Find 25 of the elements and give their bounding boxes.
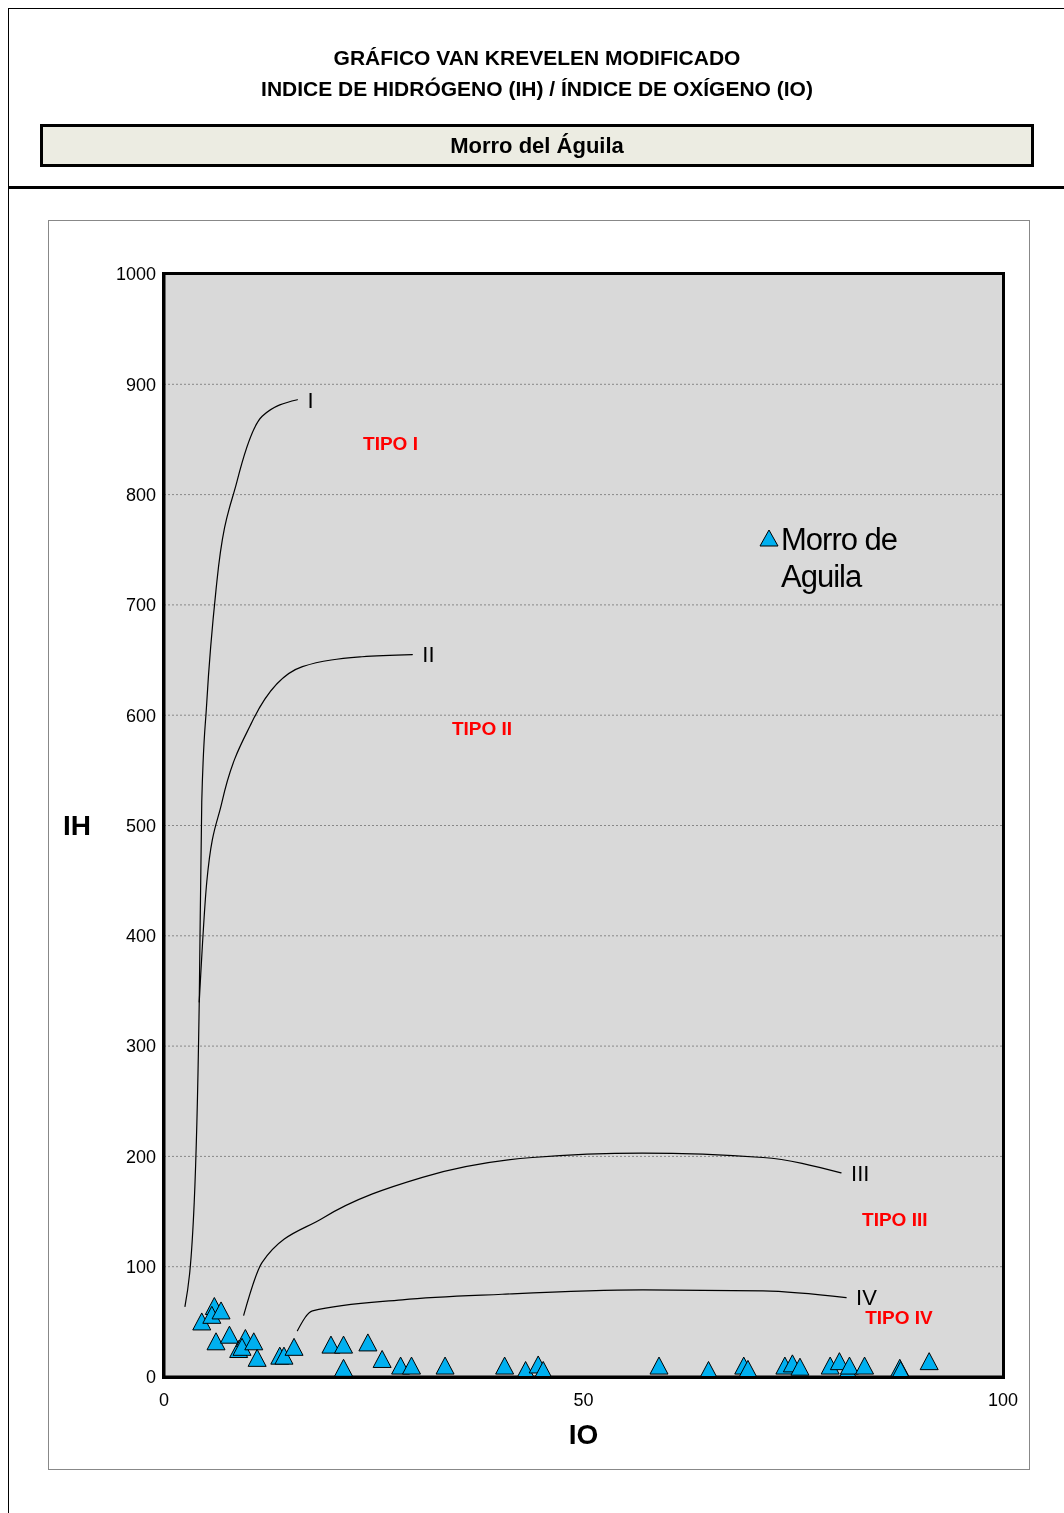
- x-axis-title: IO: [567, 1419, 600, 1451]
- y-tick-label: 300: [125, 1036, 156, 1057]
- series-label: II: [422, 642, 435, 668]
- y-tick-label: 900: [125, 374, 156, 395]
- y-tick-label: 200: [125, 1146, 156, 1167]
- legend-label: Morro de Aguila: [781, 521, 899, 595]
- y-tick-label: 100: [125, 1257, 156, 1278]
- chart-title: GRÁFICO VAN KREVELEN MODIFICADO INDICE DE HIDRÓGENO (IH) / ÍNDICE DE OXÍGENO (IO): [260, 45, 814, 102]
- y-tick-label: 400: [125, 926, 156, 947]
- annotation: TIPO II: [451, 718, 513, 740]
- y-tick-label: 1000: [115, 264, 156, 285]
- annotation: TIPO I: [363, 432, 418, 454]
- series-label: I: [307, 387, 314, 413]
- x-tick-label: 50: [573, 1389, 594, 1410]
- y-tick-label: 600: [125, 705, 156, 726]
- y-axis-title: IH: [63, 809, 91, 842]
- y-tick-label: 0: [145, 1367, 156, 1388]
- x-tick-label: 100: [987, 1389, 1019, 1410]
- y-tick-label: 500: [125, 815, 156, 836]
- series-label: III: [851, 1160, 870, 1186]
- chart-subtitle: Morro del Águila: [40, 124, 1034, 167]
- y-tick-label: 700: [125, 595, 156, 616]
- annotation: TIPO III: [862, 1209, 928, 1231]
- x-tick-label: 0: [158, 1389, 170, 1410]
- y-tick-label: 800: [125, 484, 156, 505]
